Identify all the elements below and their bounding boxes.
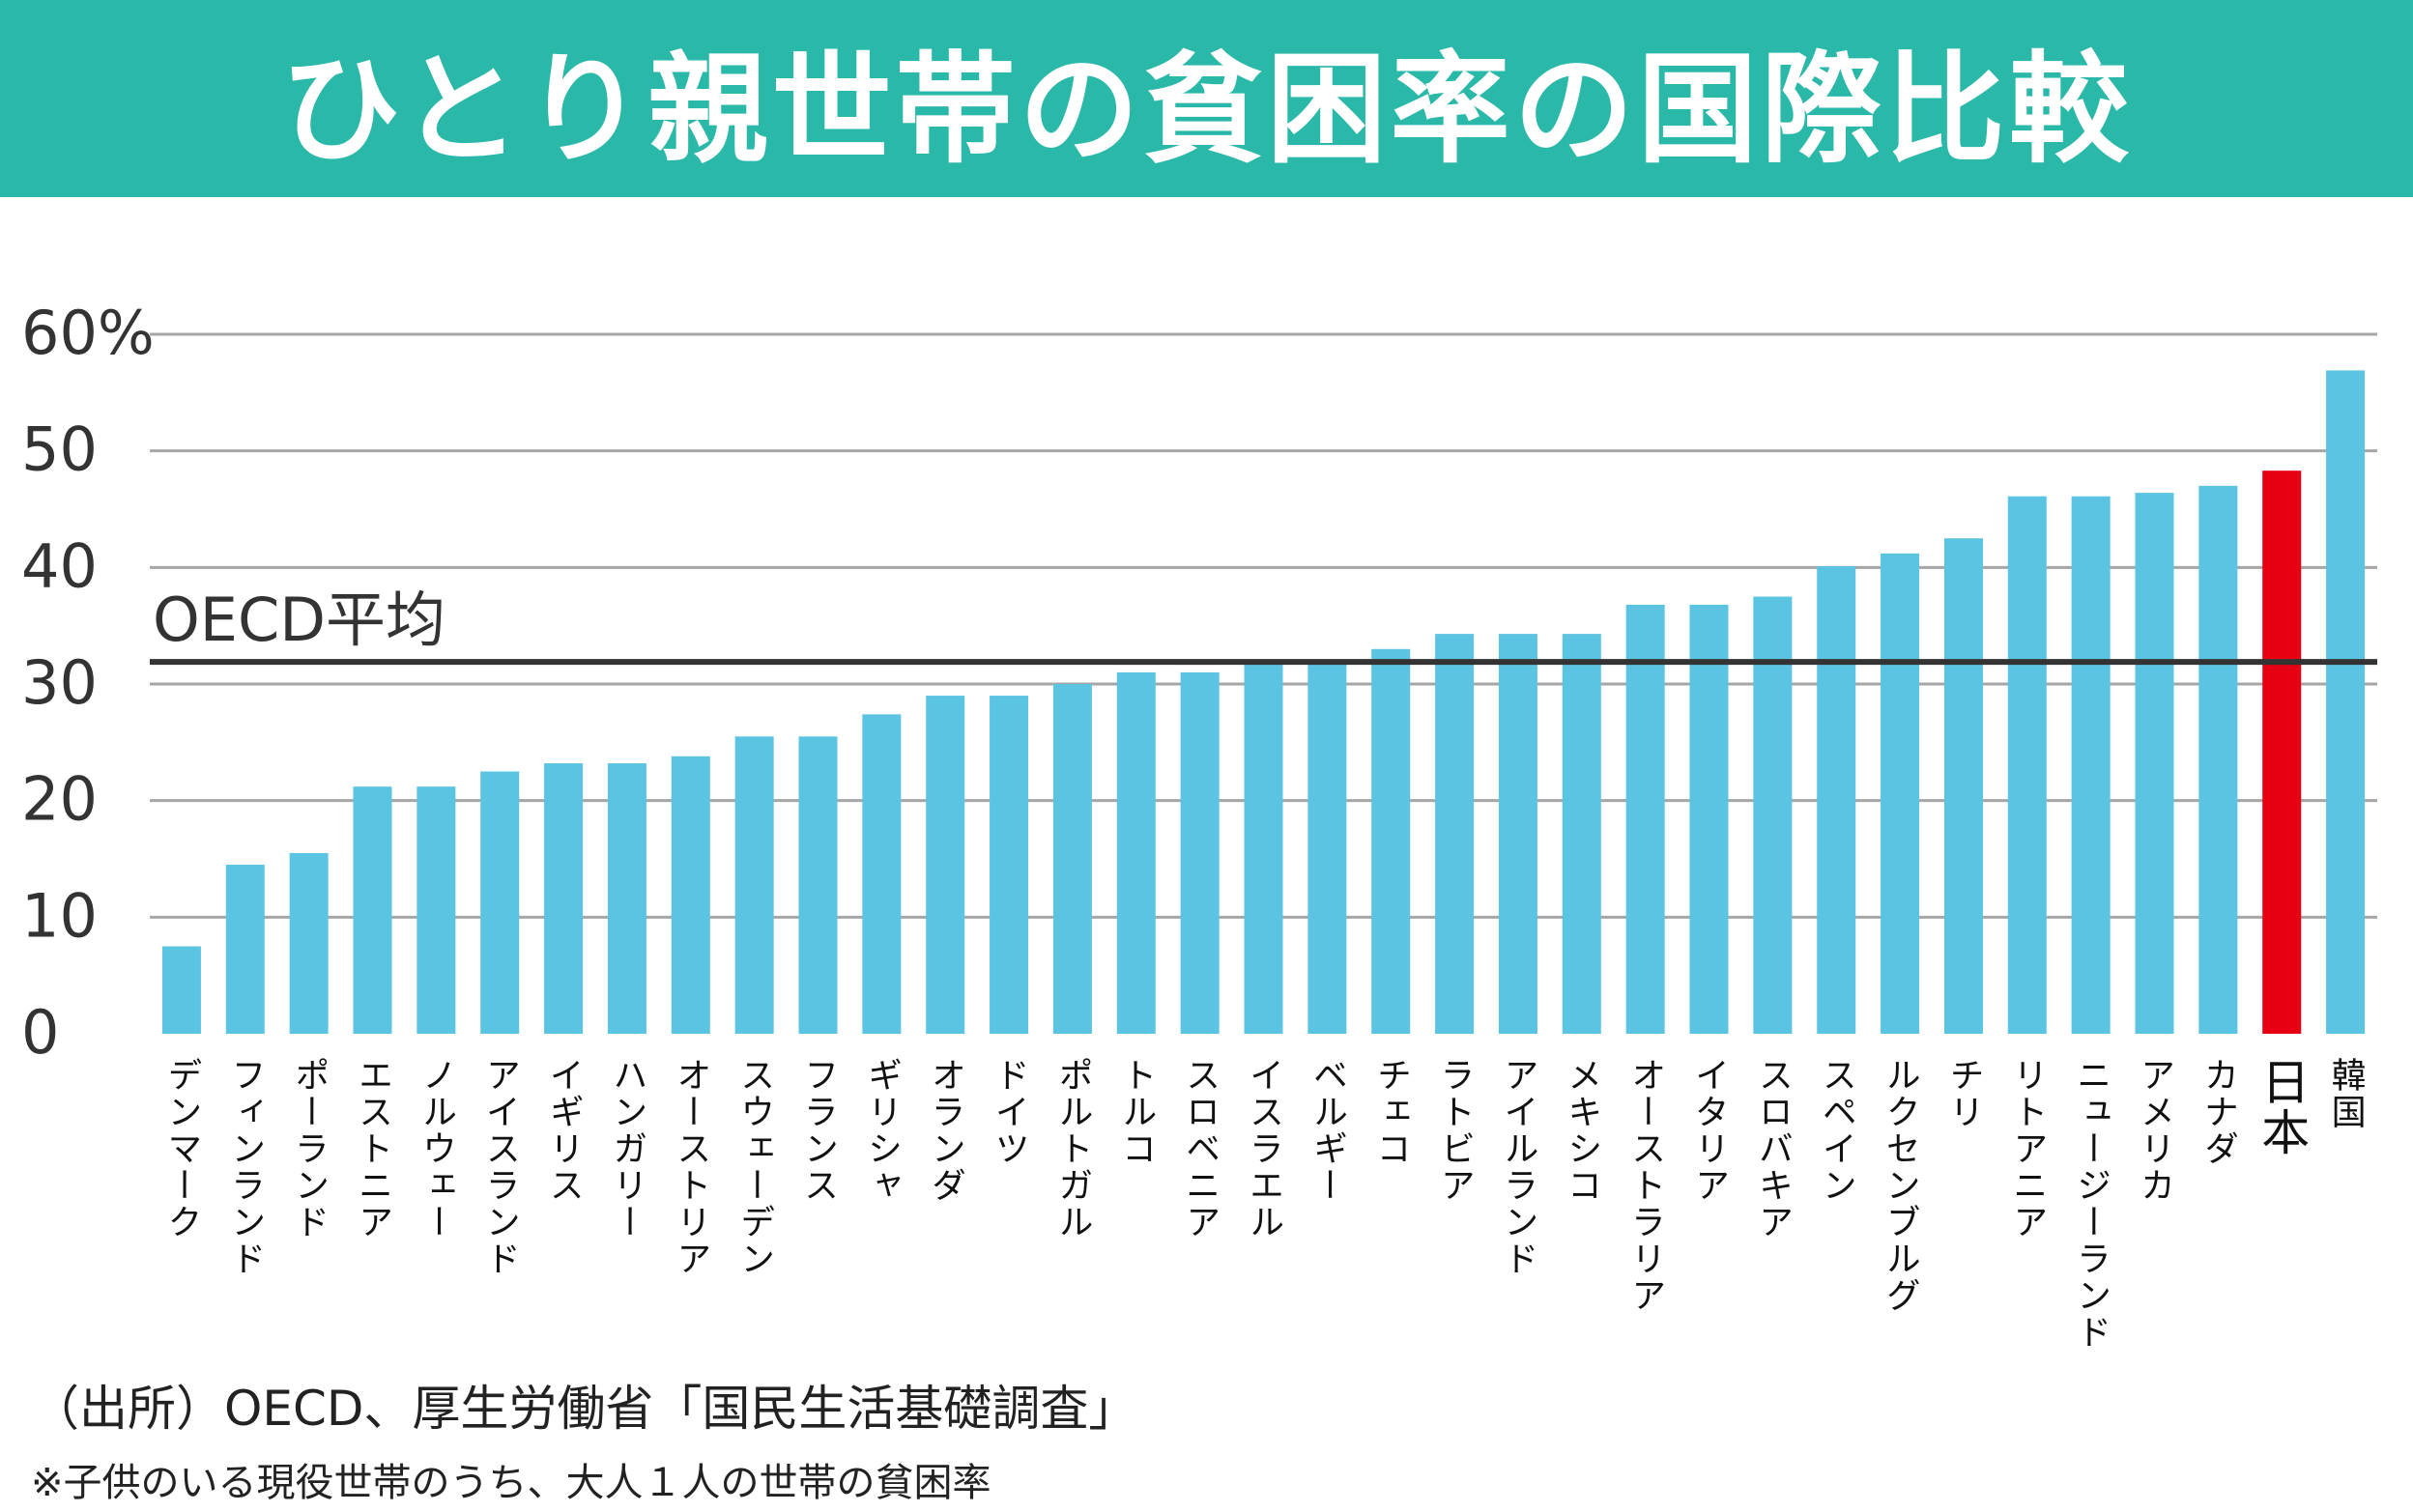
- y-tick-label: 30: [21, 647, 98, 718]
- bar: [734, 736, 774, 1034]
- x-tick-label: オーストリア: [671, 1057, 710, 1277]
- x-tick-label: メキシコ: [1562, 1057, 1601, 1204]
- x-tick-label: リトアニア: [2007, 1057, 2047, 1241]
- x-tick-label: オーストラリア: [1625, 1057, 1665, 1314]
- x-tick-label: スペイン: [1817, 1057, 1856, 1204]
- x-tick-label: ラトビア: [1435, 1057, 1475, 1204]
- bar: [225, 865, 265, 1034]
- bar: [926, 696, 965, 1034]
- bar: [1753, 596, 1793, 1034]
- x-tick-label: ドイツ: [990, 1057, 1029, 1167]
- x-tick-label: 韓国: [2326, 1057, 2366, 1130]
- x-tick-label: ニュージーランド: [2071, 1057, 2111, 1351]
- bar: [480, 771, 520, 1034]
- y-tick-label: 60%: [21, 298, 155, 368]
- x-tick-label: トルコ: [1116, 1057, 1156, 1167]
- bar: [1371, 648, 1411, 1034]
- x-tick-label: ポルトガル: [1052, 1057, 1092, 1241]
- x-tick-label: スロベニア: [1180, 1057, 1220, 1241]
- x-tick-label: アメリカ: [2135, 1057, 2174, 1204]
- title-banner: ひとり親世帯の貧困率の国際比較: [0, 0, 2413, 197]
- x-tick-label: ルクセンブルグ: [1881, 1057, 1920, 1314]
- bar: [1689, 604, 1729, 1034]
- bar: [1435, 634, 1475, 1034]
- footnote: ※子供のいる現役世帯のうち、大人１人の世帯の貧困率: [31, 1461, 991, 1505]
- bar: [1116, 671, 1156, 1034]
- bar: [671, 756, 710, 1034]
- x-tick-label: ポーランド: [289, 1057, 329, 1241]
- x-tick-label: 日本: [2254, 1057, 2310, 1157]
- x-tick-label: イスラエル: [1244, 1057, 1283, 1241]
- x-tick-label: アイスランド: [480, 1057, 520, 1277]
- x-tick-label: カナダ: [2198, 1057, 2238, 1167]
- oecd-average-label: OECD平均: [153, 585, 445, 655]
- bar: [990, 696, 1029, 1034]
- x-tick-label: ハンガリー: [607, 1057, 646, 1241]
- source-note: （出所）OECD、厚生労働省「国民生活基礎調査」: [31, 1381, 1137, 1437]
- y-tick-label: 0: [21, 997, 59, 1068]
- bar: [2326, 370, 2366, 1034]
- x-tick-label: チリ: [1943, 1057, 1983, 1130]
- bar: [544, 763, 584, 1034]
- x-tick-label: エストニア: [353, 1057, 392, 1241]
- bar: [161, 946, 201, 1034]
- y-tick-label: 20: [21, 764, 98, 835]
- x-tick-label: デンマーク: [161, 1057, 201, 1241]
- bar: [2262, 471, 2302, 1034]
- bar: [607, 763, 646, 1034]
- bar: [2007, 496, 2047, 1034]
- bar: [1562, 634, 1601, 1034]
- bar: [1881, 553, 1920, 1034]
- x-tick-label: ノルウェー: [417, 1057, 456, 1241]
- x-tick-label: フィンランド: [225, 1057, 265, 1277]
- bar: [353, 786, 392, 1034]
- bar: [862, 714, 902, 1034]
- bar: [2135, 493, 2174, 1034]
- bar: [1498, 634, 1537, 1034]
- bar: [1817, 566, 1856, 1034]
- bar: [1943, 538, 1983, 1034]
- y-tick-label: 40: [21, 530, 98, 601]
- bar: [1052, 684, 1092, 1034]
- bar: [1244, 660, 1283, 1034]
- x-tick-label: スロバキア: [1753, 1057, 1793, 1241]
- x-tick-label: イタリア: [1689, 1057, 1729, 1204]
- y-tick-label: 10: [21, 880, 98, 951]
- x-tick-label: オランダ: [926, 1057, 965, 1204]
- x-tick-label: ベルギー: [1307, 1057, 1347, 1204]
- chart-title: ひとり親世帯の貧困率の国際比較: [280, 41, 2133, 180]
- y-tick-label: 50: [21, 414, 98, 485]
- bar: [2071, 496, 2111, 1034]
- bar: [289, 852, 329, 1034]
- x-tick-label: スウェーデン: [734, 1057, 774, 1277]
- bar: [1625, 604, 1665, 1034]
- x-tick-label: ギリシャ: [862, 1057, 902, 1204]
- x-tick-label: アイルランド: [1498, 1057, 1537, 1277]
- x-tick-label: チェコ: [1371, 1057, 1411, 1167]
- x-tick-label: イギリス: [544, 1057, 584, 1204]
- x-tick-label: フランス: [798, 1057, 838, 1204]
- bar: [1307, 660, 1347, 1034]
- bar: [2198, 485, 2238, 1034]
- bar: [417, 786, 456, 1034]
- bar: [1180, 671, 1220, 1034]
- bar-chart: 0 10 20 30 40 50 60% デンマーク フィンランド ポーランド エストニア ノルウェー…: [21, 298, 2377, 1351]
- bar: [798, 736, 838, 1034]
